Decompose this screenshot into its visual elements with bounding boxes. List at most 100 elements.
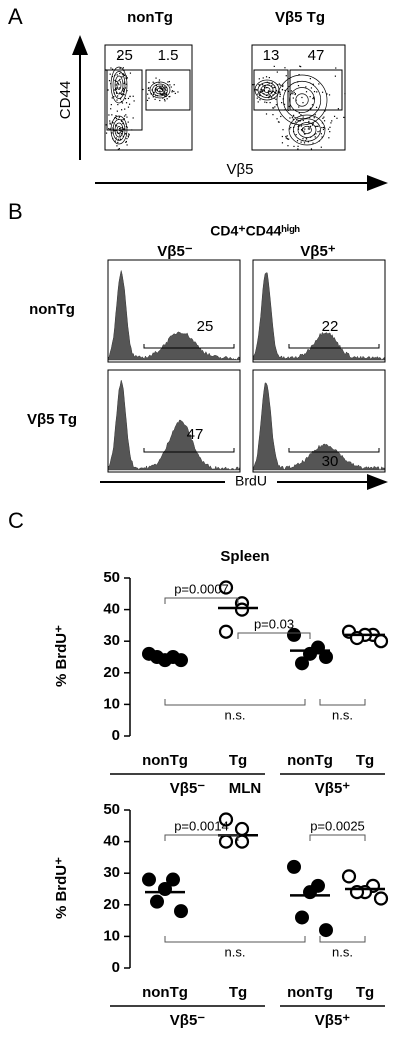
histogram <box>107 270 241 361</box>
event-dot <box>314 114 316 116</box>
contour <box>114 75 124 95</box>
data-point <box>166 872 180 887</box>
gate <box>289 69 343 111</box>
event-dot <box>312 96 315 98</box>
event-dot <box>295 99 297 101</box>
event-dot <box>307 128 310 130</box>
event-dot <box>265 113 268 115</box>
contour <box>116 80 122 90</box>
event-dot <box>301 129 303 132</box>
event-dot <box>115 129 117 132</box>
event-dot <box>331 120 333 122</box>
event-dot <box>307 141 309 143</box>
event-dot <box>167 84 169 86</box>
histogram <box>107 379 241 471</box>
event-dot <box>297 145 299 147</box>
event-dot <box>109 120 111 122</box>
event-dot <box>115 80 117 82</box>
event-dot <box>115 87 117 90</box>
event-dot <box>116 74 118 76</box>
event-dot <box>126 138 128 140</box>
event-dot <box>275 90 277 92</box>
data-point <box>295 656 309 671</box>
event-dot <box>262 77 264 79</box>
event-dot <box>125 77 127 79</box>
event-dot <box>314 136 316 138</box>
gate-value: 47 <box>308 47 325 64</box>
annotation: n.s. <box>225 707 246 722</box>
event-dot <box>114 117 116 119</box>
event-dot <box>125 75 127 77</box>
event-dot <box>271 90 273 92</box>
event-dot <box>309 78 311 80</box>
event-dot <box>133 100 135 102</box>
contour <box>282 80 322 120</box>
event-dot <box>165 89 167 91</box>
event-dot <box>117 103 119 106</box>
event-dot <box>113 130 115 132</box>
event-dot <box>285 137 287 139</box>
event-dot <box>153 91 155 94</box>
event-dot <box>300 119 302 121</box>
event-dot <box>114 89 116 91</box>
plot-frame <box>107 259 241 363</box>
plot-frame <box>251 44 346 151</box>
event-dot <box>114 79 116 81</box>
event-dot <box>159 86 161 88</box>
event-dot <box>259 92 261 94</box>
event-dot <box>107 89 109 91</box>
event-dot <box>152 93 155 95</box>
contour <box>297 122 317 138</box>
event-dot <box>270 91 273 94</box>
event-dot <box>120 130 122 132</box>
event-dot <box>329 131 331 133</box>
event-dot <box>275 92 277 95</box>
event-dot <box>109 128 111 131</box>
event-dot <box>118 56 120 58</box>
event-dot <box>302 116 304 118</box>
event-dot <box>119 127 121 130</box>
event-dot <box>126 144 128 146</box>
event-dot <box>123 74 126 77</box>
event-dot <box>312 142 314 144</box>
event-dot <box>112 122 114 124</box>
group-label: Vβ5⁺ <box>315 1012 351 1029</box>
event-dot <box>122 67 124 69</box>
event-dot <box>162 97 164 99</box>
event-dot <box>305 138 307 140</box>
event-dot <box>122 135 124 137</box>
plot-frame <box>252 259 386 363</box>
contour <box>149 81 171 99</box>
event-dot <box>278 121 280 123</box>
data-point <box>174 653 188 668</box>
event-dot <box>110 83 112 85</box>
event-dot <box>177 91 179 93</box>
event-dot <box>111 121 114 123</box>
axis-label: BrdU <box>235 473 267 489</box>
event-dot <box>322 128 325 131</box>
event-dot <box>123 89 125 91</box>
event-dot <box>111 97 113 99</box>
annotation: p=0.0007 <box>174 581 229 596</box>
event-dot <box>321 122 323 124</box>
event-dot <box>278 83 280 85</box>
event-dot <box>281 142 284 144</box>
y-tick-label: 0 <box>112 727 120 744</box>
event-dot <box>300 141 302 143</box>
event-dot <box>265 94 267 97</box>
event-dot <box>121 102 124 104</box>
event-dot <box>164 100 166 102</box>
event-dot <box>334 75 336 77</box>
event-dot <box>314 120 316 122</box>
event-dot <box>117 82 119 84</box>
event-dot <box>324 127 326 129</box>
event-dot <box>120 119 123 121</box>
event-dot <box>292 97 294 99</box>
event-dot <box>269 101 271 104</box>
event-dot <box>262 90 264 93</box>
gate-value: 1.5 <box>158 47 179 64</box>
event-dot <box>116 99 118 101</box>
y-axis-label: % BrdU⁺ <box>53 857 70 919</box>
event-dot <box>119 98 122 100</box>
event-dot <box>298 112 300 114</box>
